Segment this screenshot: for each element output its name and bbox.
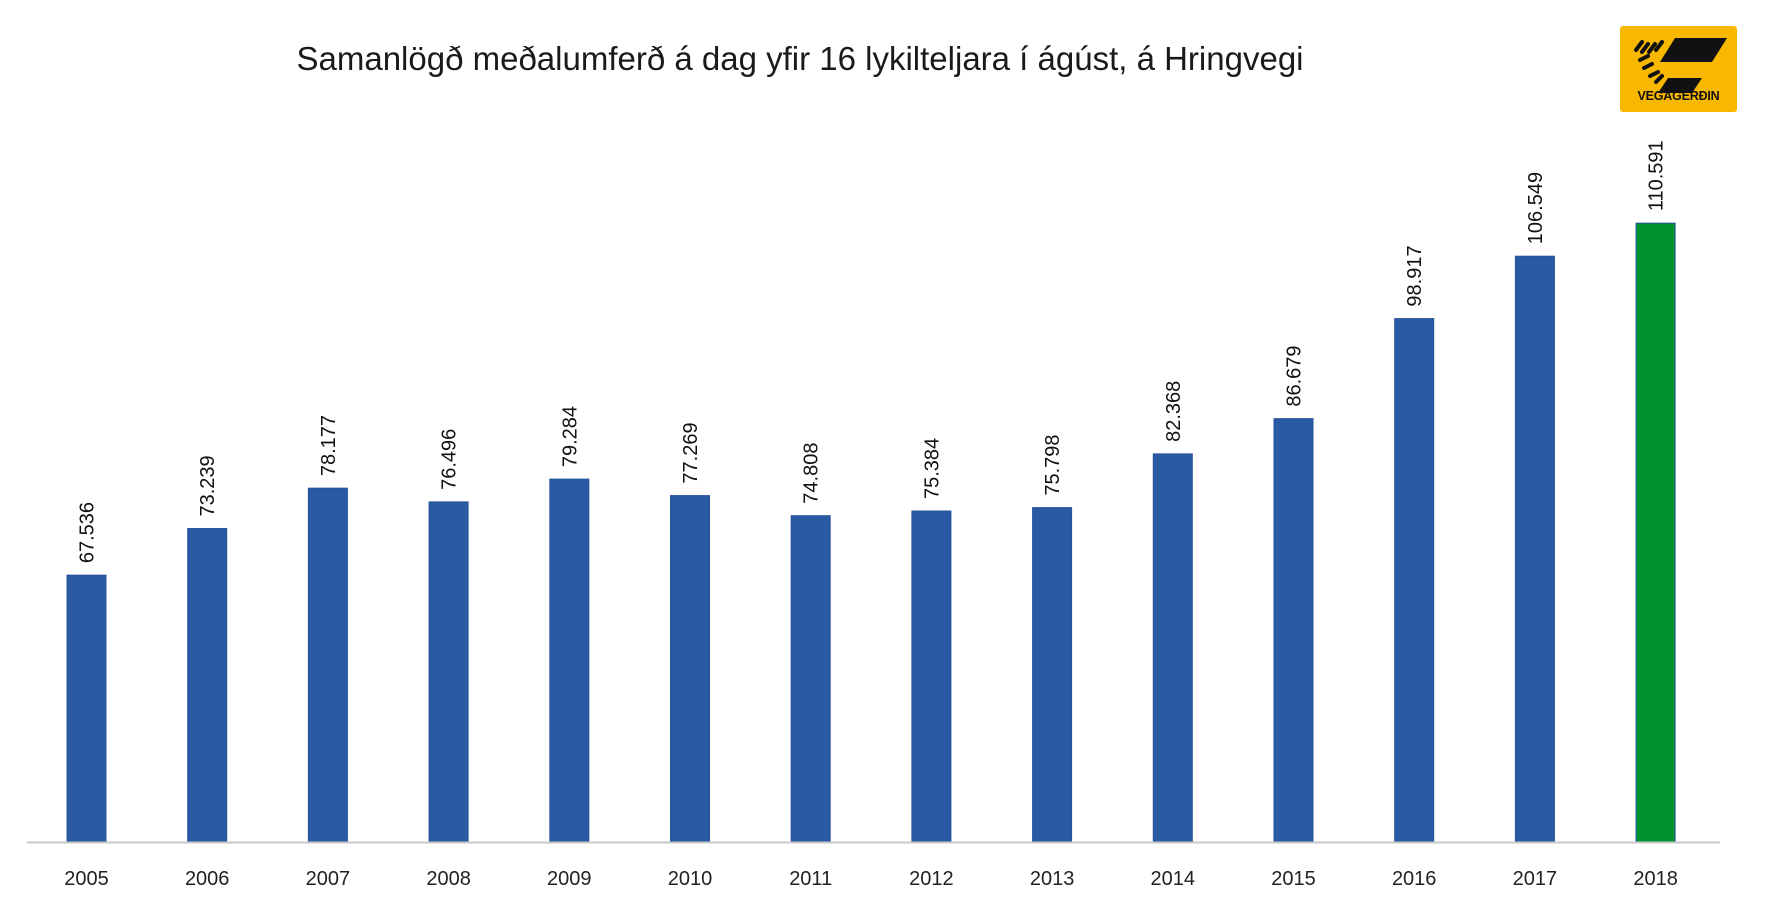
data-label-2015: 86.679: [1284, 345, 1306, 406]
x-tick-2010: 2010: [668, 868, 713, 890]
data-label-2009: 79.284: [559, 406, 581, 467]
bar-2009: [549, 478, 590, 843]
logo-emblem-icon: [1634, 38, 1727, 93]
x-tick-2012: 2012: [909, 868, 954, 890]
logo-text: VEGAGERÐIN: [1637, 89, 1720, 103]
chart-title: Samanlögð meðalumferð á dag yfir 16 lyki…: [296, 40, 1304, 77]
data-label-2016: 98.917: [1404, 245, 1426, 306]
data-label-2006: 73.239: [197, 455, 219, 516]
bar-2006: [187, 528, 228, 843]
data-label-2018: 110.591: [1646, 140, 1668, 211]
data-label-2005: 67.536: [77, 502, 99, 563]
bar-2014: [1152, 453, 1193, 843]
x-tick-2018: 2018: [1633, 868, 1678, 890]
bar-2008: [428, 501, 469, 843]
data-label-2014: 82.368: [1163, 381, 1185, 442]
bar-2015: [1273, 418, 1314, 843]
bar-2018: [1635, 222, 1676, 843]
data-label-2013: 75.798: [1042, 434, 1064, 495]
x-tick-2016: 2016: [1392, 868, 1437, 890]
x-tick-2009: 2009: [547, 868, 592, 890]
data-label-2010: 77.269: [680, 422, 702, 483]
x-tick-2005: 2005: [64, 868, 109, 890]
bar-2010: [670, 495, 710, 843]
x-tick-2017: 2017: [1513, 868, 1558, 890]
x-tick-2008: 2008: [426, 868, 471, 890]
data-label-2011: 74.808: [801, 443, 823, 504]
data-label-2017: 106.549: [1525, 172, 1547, 244]
x-tick-2015: 2015: [1271, 868, 1316, 890]
x-tick-2014: 2014: [1151, 868, 1196, 890]
bar-2013: [1032, 507, 1073, 843]
bar-2016: [1394, 318, 1435, 843]
bar-2005: [66, 574, 107, 843]
data-label-2007: 78.177: [318, 415, 340, 476]
data-label-2012: 75.384: [921, 438, 943, 499]
bar-2012: [911, 510, 952, 843]
bar-2007: [307, 487, 348, 843]
x-tick-2006: 2006: [185, 868, 230, 890]
vegagerdin-logo: VEGAGERÐIN: [1620, 26, 1737, 112]
x-tick-2011: 2011: [789, 868, 832, 890]
x-tick-2007: 2007: [306, 868, 351, 890]
data-label-2008: 76.496: [439, 429, 461, 490]
x-tick-2013: 2013: [1030, 868, 1075, 890]
bar-2011: [790, 515, 831, 843]
bar-2017: [1514, 255, 1555, 843]
